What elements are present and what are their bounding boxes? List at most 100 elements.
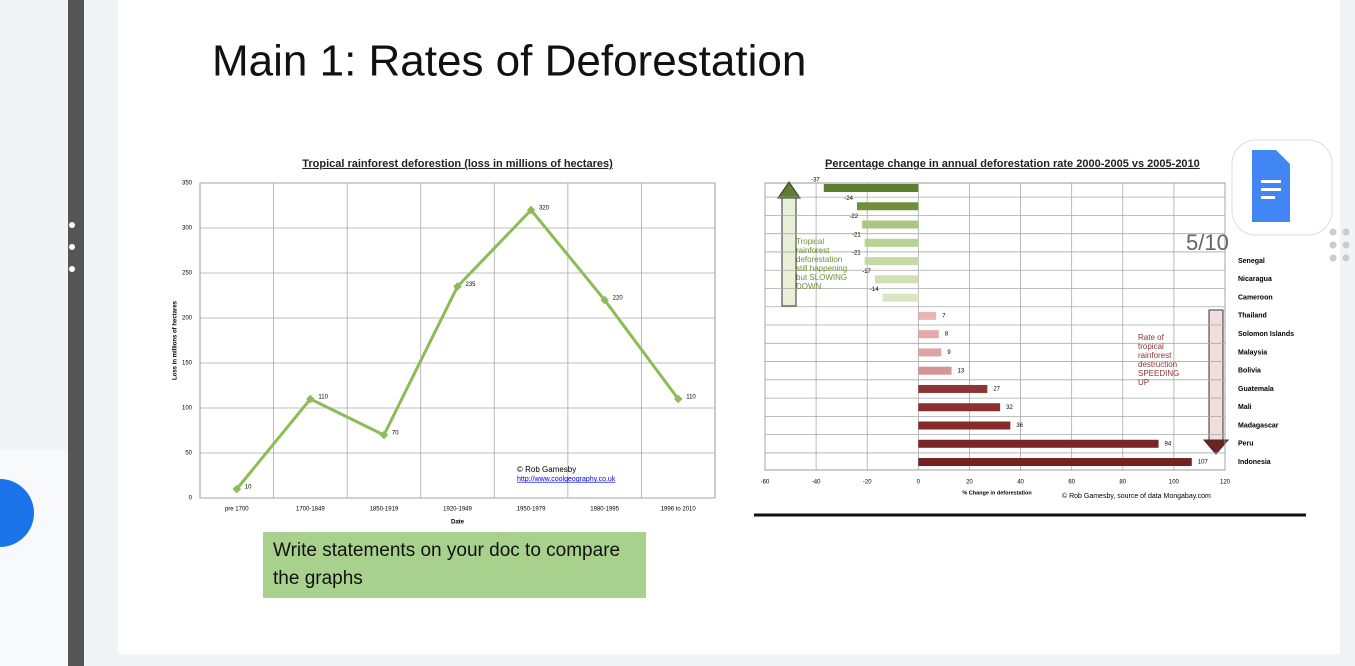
docs-icon[interactable] <box>1252 150 1290 222</box>
bar <box>862 220 919 229</box>
value-label: 32 <box>1006 405 1013 411</box>
bar <box>918 366 952 375</box>
value-label: -22 <box>849 214 858 220</box>
annotation: http://www.coolgeography.co.uk <box>517 476 616 483</box>
note-box: Write statements on your doc to compare … <box>263 532 646 598</box>
bar <box>864 257 919 266</box>
x-tick-label: 80 <box>1119 480 1126 486</box>
x-tick-label: 1950-1979 <box>517 507 546 513</box>
bar <box>918 348 942 357</box>
annotation: Rate of tropical rainforest destruction … <box>1138 333 1180 387</box>
y-tick-label: 150 <box>182 361 193 367</box>
value-label: 70 <box>392 431 399 437</box>
value-label: 320 <box>539 206 550 212</box>
page-counter: 5/10 <box>1186 230 1229 255</box>
dot <box>69 266 75 272</box>
x-tick-label: 0 <box>917 480 921 486</box>
y-axis-label: Loss in millions of hectares <box>173 300 179 380</box>
dot <box>1329 241 1337 249</box>
y-tick-label: 350 <box>182 181 193 187</box>
point <box>453 282 462 291</box>
x-tick-label: 1996 to 2010 <box>661 507 697 513</box>
category-label: Guatemala <box>1238 386 1274 393</box>
category-label: Indonesia <box>1238 459 1271 466</box>
value-label: -24 <box>844 196 853 202</box>
bar <box>918 330 939 339</box>
value-label: 13 <box>958 368 965 374</box>
point <box>306 394 315 404</box>
category-label: Solomon Islands <box>1238 331 1294 338</box>
x-tick-label: pre 1700 <box>225 507 249 513</box>
y-tick-label: 0 <box>189 496 193 502</box>
value-label: 235 <box>466 282 477 288</box>
x-tick-label: 1700-1849 <box>296 507 325 513</box>
value-label: 36 <box>1016 423 1023 429</box>
dot <box>1342 254 1350 262</box>
x-tick-label: 20 <box>966 480 973 486</box>
chart-title: Percentage change in annual deforestatio… <box>825 158 1200 170</box>
point <box>673 394 683 404</box>
bar <box>918 439 1159 448</box>
x-tick-label: 40 <box>1017 480 1024 486</box>
y-tick-label: 200 <box>182 316 193 322</box>
docs-line <box>1261 196 1275 199</box>
value-label: 94 <box>1165 441 1172 447</box>
category-label: Peru <box>1238 441 1254 448</box>
value-label: 27 <box>993 387 1000 393</box>
point <box>232 484 242 494</box>
x-tick-label: 1980-1995 <box>590 507 619 513</box>
value-label: 107 <box>1198 460 1209 466</box>
bar <box>918 403 1001 412</box>
dot <box>1342 228 1350 236</box>
docs-line <box>1261 188 1281 191</box>
category-label: Bolivia <box>1238 368 1261 375</box>
docs-line <box>1261 180 1281 183</box>
value-label: 9 <box>947 350 951 356</box>
bar <box>864 238 919 247</box>
x-tick-label: 100 <box>1169 480 1180 486</box>
y-tick-label: 100 <box>182 406 193 412</box>
x-tick-label: -40 <box>812 480 821 486</box>
y-tick-label: 250 <box>182 271 193 277</box>
bar <box>823 184 919 192</box>
annotation: Tropical rainforest deforestation still … <box>796 237 848 291</box>
value-label: 7 <box>942 313 946 319</box>
source: © Rob Gamesby, source of data Mongabay.c… <box>1062 492 1211 500</box>
arrow-head <box>1202 439 1230 455</box>
arrow-head <box>777 181 801 199</box>
dot <box>69 244 75 250</box>
side-button[interactable] <box>0 479 34 547</box>
dot <box>1329 254 1337 262</box>
value-label: 8 <box>945 332 949 338</box>
y-tick-label: 50 <box>185 451 192 457</box>
arrow-body <box>1208 309 1224 441</box>
value-label: 220 <box>613 296 624 302</box>
category-label: Malaysia <box>1238 349 1267 356</box>
value-label: -37 <box>811 178 820 184</box>
x-tick-label: 120 <box>1220 480 1231 486</box>
x-tick-label: -60 <box>761 480 770 486</box>
bar <box>918 458 1192 467</box>
x-axis-label: % Change in deforestation <box>962 490 1032 496</box>
value-label: -21 <box>852 251 861 257</box>
x-axis-label: Date <box>451 520 465 526</box>
value-label: 110 <box>686 395 696 401</box>
bar <box>874 275 919 284</box>
category-label: Madagascar <box>1238 422 1279 429</box>
point <box>600 295 609 305</box>
point <box>379 430 389 440</box>
bar <box>918 421 1011 430</box>
value-label: 10 <box>245 485 252 491</box>
value-label: -17 <box>862 269 871 275</box>
category-label: Mali <box>1238 404 1252 411</box>
bar <box>918 311 937 320</box>
bar <box>857 202 919 211</box>
divider <box>68 0 84 666</box>
bar <box>918 384 988 393</box>
value-label: 110 <box>318 395 328 401</box>
dot <box>69 222 75 228</box>
category-label: Cameroon <box>1238 294 1273 301</box>
category-label: Nicaragua <box>1238 276 1272 283</box>
bar <box>882 293 919 302</box>
